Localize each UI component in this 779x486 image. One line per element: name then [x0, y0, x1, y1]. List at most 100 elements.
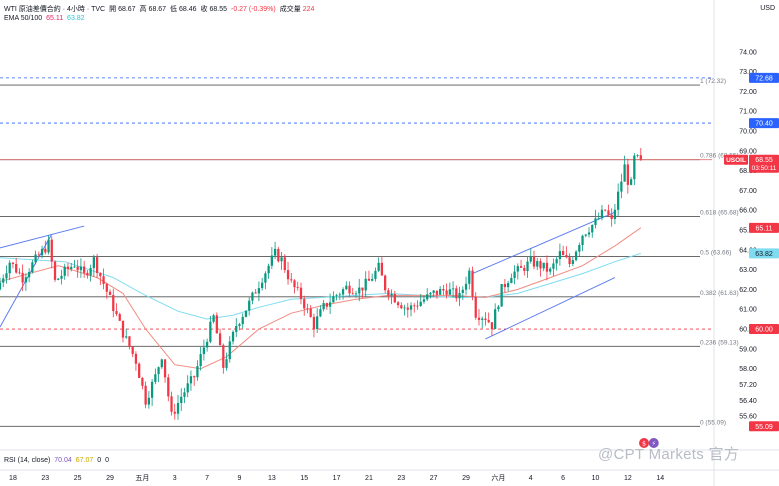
candle-body	[163, 359, 167, 378]
symbol-title[interactable]: WTI 原油差價合約 · 4小時 · TVC	[4, 6, 106, 13]
candle-body	[205, 341, 209, 348]
y-tick-label: 65.00	[739, 228, 757, 235]
candle-body	[306, 308, 309, 310]
candle-body	[261, 282, 264, 289]
ema50-line	[0, 227, 642, 370]
candle-body	[487, 319, 490, 323]
candle-body	[555, 259, 558, 264]
candle-body	[600, 209, 604, 219]
event-icon-label: ⚡	[651, 440, 656, 448]
candle-body	[47, 239, 50, 253]
candle-body	[451, 288, 455, 290]
candle-body	[238, 324, 241, 326]
candle-body	[594, 218, 597, 225]
candle-body	[102, 276, 105, 284]
y-tick-label: 59.00	[739, 346, 757, 353]
x-tick-label: 21	[365, 475, 373, 482]
open-value: 68.67	[118, 6, 136, 13]
candle-body	[607, 210, 610, 215]
candle-body	[309, 308, 312, 317]
candle-body	[241, 316, 244, 325]
candle-body	[40, 248, 44, 256]
y-tick-label: 69.00	[739, 148, 757, 155]
x-tick-label: 6	[561, 475, 565, 482]
candle-body	[199, 354, 202, 367]
candle-body	[578, 245, 581, 252]
rsi-legend: RSI (14, close) 70.04 67.07 0 0	[4, 457, 111, 464]
candle-body	[610, 214, 613, 219]
trend-channel-line	[0, 225, 85, 249]
ema-label[interactable]: EMA 50/100	[4, 15, 43, 22]
y-tick-label: 71.00	[739, 109, 757, 116]
candle-body	[545, 262, 549, 272]
candle-body	[60, 275, 63, 279]
candle-body	[490, 322, 494, 330]
candle-body	[8, 262, 11, 274]
candle-body	[396, 302, 400, 306]
candle-body	[613, 209, 617, 219]
candle-body	[222, 345, 225, 368]
low-label: 低	[170, 6, 178, 13]
candle-body	[99, 273, 102, 277]
candle-body	[105, 283, 108, 292]
candle-body	[76, 266, 79, 271]
currency-label[interactable]: USD	[760, 5, 775, 12]
fib-level-label: 0 (55.09)	[700, 419, 726, 426]
candle-body	[510, 278, 513, 284]
fib-level-label: 0.618 (65.68)	[700, 210, 739, 217]
candle-body	[209, 321, 212, 342]
candle-body	[413, 305, 416, 307]
candle-body	[15, 263, 18, 273]
rsi-ma-value: 67.07	[75, 457, 94, 464]
candle-body	[218, 333, 222, 346]
candle-body	[345, 285, 348, 290]
x-tick-label: 12	[624, 475, 632, 482]
price-axis-label-bg	[749, 324, 779, 335]
rsi-label[interactable]: RSI (14, close)	[4, 457, 51, 464]
ticker-tag	[724, 154, 748, 165]
candle-body	[328, 302, 332, 307]
candle-body	[639, 155, 642, 160]
candle-body	[565, 255, 568, 258]
candle-body	[112, 295, 115, 312]
fib-level-label: 0.382 (61.63)	[700, 290, 739, 297]
candle-body	[319, 309, 322, 317]
candle-body	[400, 305, 403, 309]
candle-body	[503, 284, 507, 288]
candle-body	[471, 270, 474, 297]
price-axis-label: 55.09	[755, 424, 773, 431]
x-tick-label: 9	[238, 475, 242, 482]
fib-level-label: 0.786 (68.55)	[700, 153, 739, 160]
candle-body	[89, 268, 92, 276]
header-ema: EMA 50/100 65.11 63.82	[4, 15, 87, 22]
candle-body	[202, 347, 206, 355]
y-tick-label: 68.00	[739, 168, 757, 175]
candle-body	[248, 300, 251, 311]
candle-body	[523, 267, 526, 272]
candle-body	[461, 289, 464, 293]
y-tick-label: 64.00	[739, 247, 757, 254]
candle-body	[629, 179, 633, 185]
candle-body	[254, 292, 257, 294]
ema100-value: 63.82	[67, 15, 85, 22]
event-icon	[639, 438, 650, 448]
candle-body	[358, 287, 361, 294]
candle-body	[558, 251, 562, 260]
candle-body	[633, 155, 636, 180]
candle-body	[445, 290, 448, 295]
candle-body	[108, 291, 112, 296]
candle-body	[636, 155, 639, 156]
candle-body	[296, 287, 299, 288]
candle-body	[264, 273, 267, 283]
candle-body	[167, 377, 170, 397]
y-tick-label: 63.00	[739, 267, 757, 274]
price-axis-label: 65.11	[756, 225, 773, 232]
candle-body	[189, 376, 193, 384]
ema50-value: 65.11	[46, 15, 64, 22]
candle-body	[442, 288, 445, 291]
candle-body	[157, 367, 160, 375]
candle-body	[150, 381, 154, 398]
x-tick-label: 25	[74, 475, 82, 482]
